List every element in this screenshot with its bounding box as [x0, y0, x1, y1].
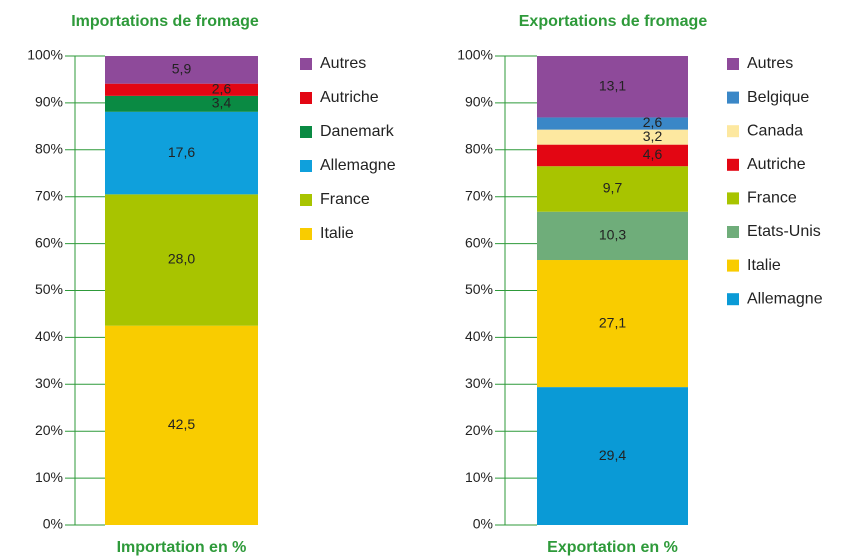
value-label: 2,6: [212, 80, 232, 96]
bar-segment: [537, 117, 688, 130]
legend-label: Danemark: [320, 123, 395, 140]
legend-label: Canada: [747, 122, 803, 139]
value-label: 29,4: [599, 447, 626, 463]
y-tick-label: 30%: [465, 375, 493, 391]
legend-label: France: [320, 191, 370, 208]
legend-label: Autriche: [320, 89, 379, 106]
x-category: Exportation en %: [547, 539, 678, 556]
y-tick-label: 80%: [465, 141, 493, 157]
y-tick-label: 60%: [35, 234, 63, 250]
y-tick-label: 0%: [473, 516, 493, 532]
y-tick-label: 40%: [465, 328, 493, 344]
legend-swatch: [300, 228, 312, 240]
legend-label: Italie: [320, 225, 354, 242]
bar-segment: [537, 129, 688, 145]
legend-label: Autriche: [747, 156, 806, 173]
value-label: 2,6: [643, 114, 663, 130]
bar-segment: [105, 111, 258, 195]
legend-swatch: [300, 160, 312, 172]
legend-label: Autres: [320, 55, 366, 72]
legend-swatch: [727, 226, 739, 238]
value-label: 13,1: [599, 77, 626, 93]
value-label: 28,0: [168, 251, 195, 267]
y-tick-label: 60%: [465, 234, 493, 250]
bar-segment: [105, 325, 258, 525]
y-tick-label: 20%: [465, 422, 493, 438]
legend-swatch: [300, 126, 312, 138]
value-label: 17,6: [168, 144, 195, 160]
y-tick-label: 100%: [457, 47, 493, 63]
legend-swatch: [727, 158, 739, 171]
y-tick-label: 80%: [35, 141, 63, 157]
y-tick-label: 100%: [27, 47, 63, 63]
legend-label: Allemagne: [747, 290, 823, 307]
legend-label: Belgique: [747, 89, 809, 106]
bar-segment: [537, 166, 688, 212]
legend-swatch: [300, 58, 312, 70]
x-category: Importation en %: [117, 539, 247, 556]
y-tick-label: 50%: [35, 281, 63, 297]
value-label: 5,9: [172, 61, 192, 77]
chart-title: Importations de fromage: [71, 13, 259, 30]
bar-segment: [537, 56, 688, 118]
legend-label: Allemagne: [320, 157, 396, 174]
legend-swatch: [300, 92, 312, 104]
legend-label: Etats-Unis: [747, 223, 821, 240]
value-label: 3,4: [212, 95, 232, 111]
bar-segment: [537, 260, 688, 388]
bar-segment: [537, 211, 688, 261]
bar-segment: [537, 387, 688, 525]
legend-swatch: [727, 259, 739, 272]
y-tick-label: 90%: [465, 94, 493, 110]
legend-swatch: [727, 91, 739, 104]
y-tick-label: 40%: [35, 328, 63, 344]
legend-swatch: [727, 293, 739, 306]
y-tick-label: 50%: [465, 281, 493, 297]
y-tick-label: 10%: [465, 469, 493, 485]
value-label: 42,5: [168, 416, 195, 432]
y-tick-label: 30%: [35, 375, 63, 391]
value-label: 3,2: [643, 128, 663, 144]
bar-segment: [105, 194, 258, 326]
legend-swatch: [727, 125, 739, 138]
bar-segment: [537, 144, 688, 167]
y-tick-label: 20%: [35, 422, 63, 438]
y-tick-label: 10%: [35, 469, 63, 485]
bar-segment: [105, 56, 258, 84]
y-tick-label: 90%: [35, 94, 63, 110]
legend-label: France: [747, 190, 797, 207]
legend-swatch: [727, 58, 739, 70]
chart-title: Exportations de fromage: [519, 13, 708, 30]
value-label: 10,3: [599, 227, 626, 243]
value-label: 4,6: [643, 146, 663, 162]
value-label: 27,1: [599, 314, 626, 330]
value-label: 9,7: [603, 180, 623, 196]
legend-swatch: [727, 192, 739, 205]
y-tick-label: 0%: [43, 516, 63, 532]
legend-label: Italie: [747, 257, 781, 274]
y-tick-label: 70%: [35, 187, 63, 203]
y-tick-label: 70%: [465, 187, 493, 203]
legend-swatch: [300, 194, 312, 206]
bar-segment: [105, 95, 258, 112]
legend-label: Autres: [747, 55, 793, 72]
bar-segment: [105, 83, 258, 96]
